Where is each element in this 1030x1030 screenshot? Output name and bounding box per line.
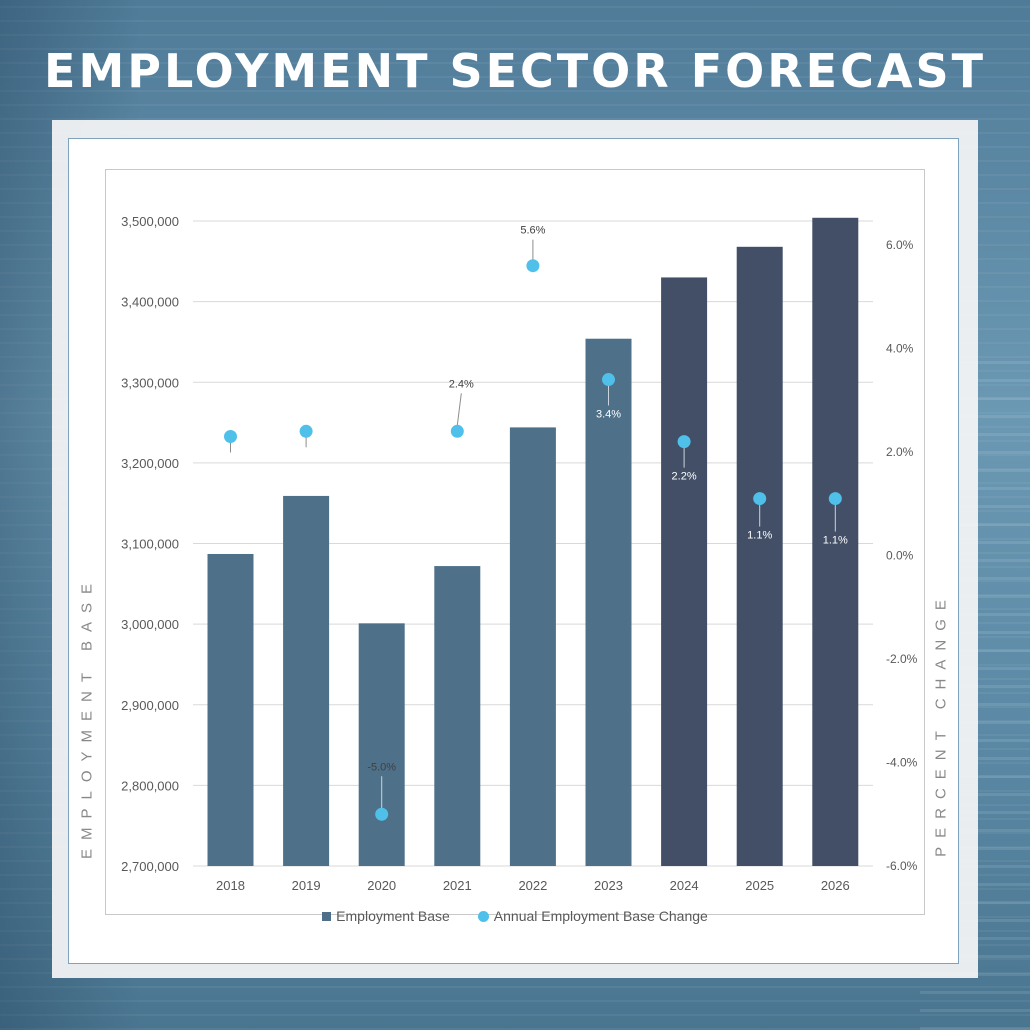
change-point: [526, 259, 540, 273]
y-axis-left-title: EMPLOYMENT BASE: [78, 575, 96, 859]
y-left-tick-label: 2,800,000: [121, 778, 179, 793]
change-point: [224, 429, 237, 443]
y-right-tick-label: 4.0%: [886, 342, 914, 356]
data-label: 2.4%: [449, 378, 474, 390]
bar: [812, 217, 859, 866]
change-point: [753, 492, 767, 506]
y-left-tick-label: 3,300,000: [121, 375, 179, 390]
page-title: EMPLOYMENT SECTOR FORECAST: [44, 44, 986, 98]
x-tick-label: 2020: [367, 878, 396, 893]
legend-item-annual-change[interactable]: Annual Employment Base Change: [477, 908, 708, 924]
chart-legend: Employment Base Annual Employment Base C…: [0, 908, 1030, 924]
x-tick-label: 2018: [216, 878, 245, 893]
change-point: [450, 424, 464, 438]
x-tick-label: 2026: [821, 878, 850, 893]
y-right-tick-label: -6.0%: [886, 859, 918, 873]
legend-label-annual-change: Annual Employment Base Change: [493, 908, 708, 924]
x-tick-label: 2021: [443, 878, 472, 893]
data-label: 1.1%: [823, 535, 848, 547]
change-point: [828, 492, 842, 506]
y-left-tick-label: 2,700,000: [121, 859, 179, 874]
y-left-tick-label: 2,900,000: [121, 698, 179, 713]
bar: [661, 277, 708, 866]
x-tick-label: 2025: [745, 878, 774, 893]
x-tick-label: 2022: [518, 878, 547, 893]
y-left-tick-label: 3,200,000: [121, 456, 179, 471]
y-left-tick-label: 3,100,000: [121, 537, 179, 552]
data-label-leader-line: [456, 393, 462, 426]
bar: [207, 553, 254, 866]
y-right-tick-label: -2.0%: [886, 652, 918, 666]
data-label: -5.0%: [367, 761, 396, 773]
bar: [736, 246, 783, 867]
y-right-tick-label: -4.0%: [886, 756, 918, 770]
x-tick-label: 2019: [292, 878, 321, 893]
data-label: 5.6%: [520, 225, 545, 237]
y-axis-right-title: PERCENT CHANGE: [932, 591, 950, 857]
data-label: 3.4%: [596, 409, 621, 421]
y-left-tick-label: 3,400,000: [121, 295, 179, 310]
legend-swatch-bar: [322, 911, 332, 921]
plot-area-border: [105, 169, 925, 915]
legend-swatch-dot: [477, 910, 489, 922]
y-left-tick-label: 3,500,000: [121, 214, 179, 229]
change-point: [299, 424, 313, 438]
x-tick-label: 2023: [594, 878, 623, 893]
y-right-tick-label: 6.0%: [886, 238, 914, 252]
data-label: 2.2%: [672, 471, 697, 483]
change-point: [602, 373, 615, 387]
y-right-tick-label: 0.0%: [886, 549, 914, 563]
change-point: [375, 807, 389, 821]
bar: [434, 566, 481, 866]
data-label: 1.1%: [747, 530, 772, 542]
bar: [585, 338, 632, 866]
y-left-tick-label: 3,000,000: [121, 617, 179, 632]
x-tick-label: 2024: [670, 878, 699, 893]
bar: [358, 623, 405, 866]
y-right-tick-label: 2.0%: [886, 445, 914, 459]
change-point: [677, 435, 691, 449]
legend-item-employment-base[interactable]: Employment Base: [322, 908, 450, 924]
bar: [283, 495, 330, 866]
legend-label-employment-base: Employment Base: [336, 908, 450, 924]
bar: [509, 427, 556, 866]
